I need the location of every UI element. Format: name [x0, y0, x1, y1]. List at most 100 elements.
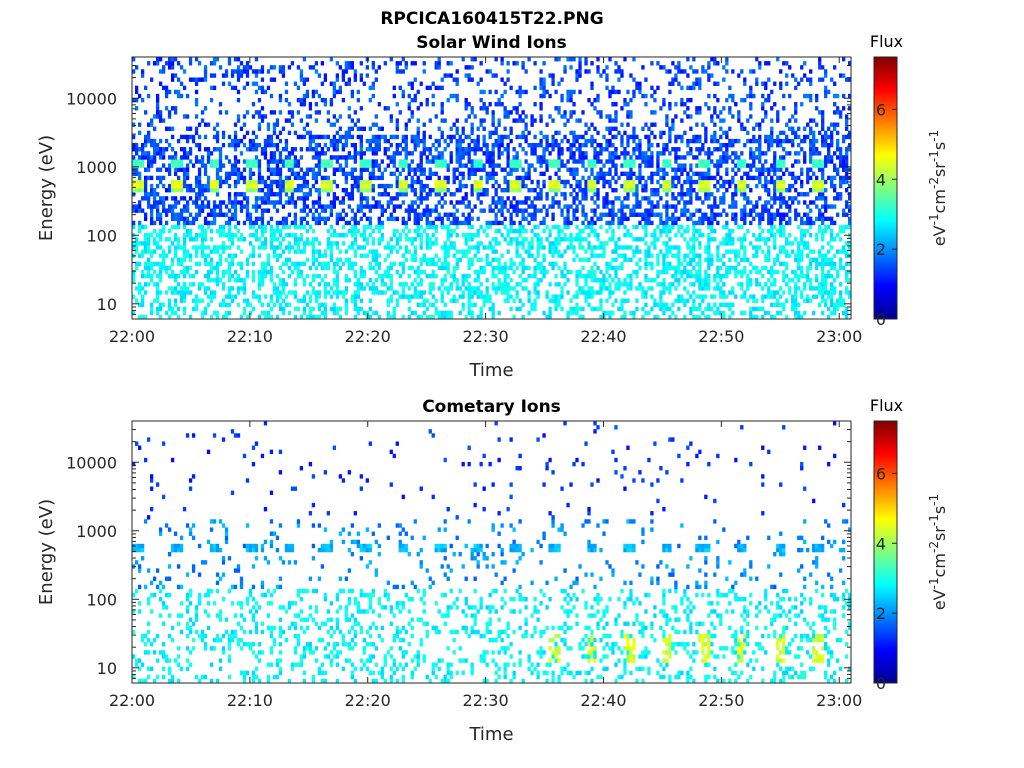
spectrogram-cell [236, 302, 241, 308]
spectrogram-cell [272, 253, 277, 258]
spectrogram-cell [563, 114, 567, 119]
spectrogram-cell [218, 163, 223, 168]
spectrogram-cell [521, 89, 525, 95]
spectrogram-cell [137, 130, 142, 136]
spectrogram-cell [635, 306, 639, 312]
spectrogram-cell [170, 204, 175, 209]
spectrogram-cell [659, 106, 663, 111]
spectrogram-cell [644, 224, 648, 230]
spectrogram-cell [644, 220, 648, 226]
spectrogram-cell [455, 208, 459, 213]
spectrogram-cell [416, 126, 420, 131]
spectrogram-cell [656, 261, 660, 267]
spectrogram-cell [158, 220, 163, 226]
spectrogram-cell [557, 57, 561, 62]
spectrogram-cell [464, 163, 468, 168]
spectrogram-cell [341, 200, 346, 205]
spectrogram-cell [662, 159, 666, 164]
spectrogram-cell [332, 261, 337, 267]
spectrogram-cell [335, 155, 340, 160]
spectrogram-cell [305, 179, 310, 185]
spectrogram-cell [635, 200, 639, 205]
spectrogram-cell [548, 298, 552, 303]
spectrogram-cell [203, 73, 208, 78]
spectrogram-cell [491, 282, 495, 287]
spectrogram-cell [179, 179, 184, 185]
spectrogram-cell [132, 69, 136, 74]
spectrogram-cell [191, 306, 196, 312]
spectrogram-cell [455, 151, 459, 156]
spectrogram-cell [677, 216, 681, 222]
spectrogram-cell [455, 188, 459, 193]
spectrogram-cell [311, 167, 316, 172]
spectrogram-cell [302, 175, 307, 181]
spectrogram-cell [206, 122, 211, 127]
spectrogram-cell [551, 241, 555, 246]
spectrogram-cell [698, 220, 702, 226]
spectrogram-cell [494, 57, 498, 62]
spectrogram-cell [614, 286, 618, 291]
spectrogram-cell [557, 237, 561, 242]
spectrogram-cell [692, 241, 696, 246]
spectrogram-cell [587, 69, 591, 74]
spectrogram-cell [602, 310, 606, 316]
spectrogram-cell [500, 167, 504, 172]
spectrogram-cell [473, 114, 477, 119]
spectrogram-cell [464, 273, 468, 279]
spectrogram-cell [575, 73, 579, 78]
spectrogram-cell [545, 122, 549, 127]
spectrogram-cell [344, 155, 348, 160]
spectrogram-cell [135, 286, 139, 291]
spectrogram-cell [344, 179, 348, 185]
spectrogram-cell [548, 159, 552, 164]
spectrogram-cell [443, 265, 447, 271]
spectrogram-cell [404, 134, 408, 140]
spectrogram-cell [287, 302, 292, 308]
spectrogram-cell [608, 208, 612, 213]
spectrogram-cell [608, 151, 612, 156]
spectrogram-cell [566, 138, 570, 144]
spectrogram-cell [338, 265, 343, 271]
spectrogram-cell [488, 155, 492, 160]
spectrogram-cell [695, 269, 699, 275]
spectrogram-cell [338, 290, 343, 295]
spectrogram-cell [323, 167, 328, 172]
spectrogram-cell [140, 142, 145, 148]
spectrogram-cell [263, 179, 268, 185]
spectrogram-cell [371, 65, 375, 70]
spectrogram-cell [140, 151, 145, 156]
spectrogram-cell [383, 208, 387, 213]
spectrogram-cell [491, 196, 495, 201]
spectrogram-cell [317, 294, 322, 299]
spectrogram-cell [347, 196, 351, 201]
spectrogram-cell [215, 314, 220, 320]
spectrogram-cell [518, 233, 522, 238]
spectrogram-cell [593, 147, 597, 152]
spectrogram-cell [425, 220, 429, 226]
spectrogram-cell [467, 167, 471, 172]
spectrogram-cell [179, 208, 184, 213]
spectrogram-cell [404, 151, 408, 156]
spectrogram-cell [638, 257, 642, 262]
spectrogram-cell [689, 216, 693, 222]
spectrogram-cell [407, 163, 411, 168]
spectrogram-cell [389, 114, 393, 119]
spectrogram-cell [626, 196, 630, 201]
spectrogram-cell [584, 237, 588, 242]
spectrogram-cell [407, 81, 411, 86]
spectrogram-cell [179, 269, 184, 275]
spectrogram-cell [392, 93, 396, 99]
spectrogram-cell [257, 204, 262, 209]
spectrogram-cell [530, 118, 534, 123]
spectrogram-cell [365, 224, 369, 230]
spectrogram-cell [467, 249, 471, 254]
spectrogram-cell [359, 142, 363, 148]
spectrogram-cell [155, 204, 160, 209]
spectrogram-cell [191, 188, 196, 193]
spectrogram-cell [278, 167, 283, 172]
spectrogram-cell [662, 228, 666, 234]
spectrogram-cell [152, 241, 157, 246]
spectrogram-cell [239, 138, 244, 144]
spectrogram-cell [326, 237, 331, 242]
spectrogram-cell [167, 306, 172, 312]
